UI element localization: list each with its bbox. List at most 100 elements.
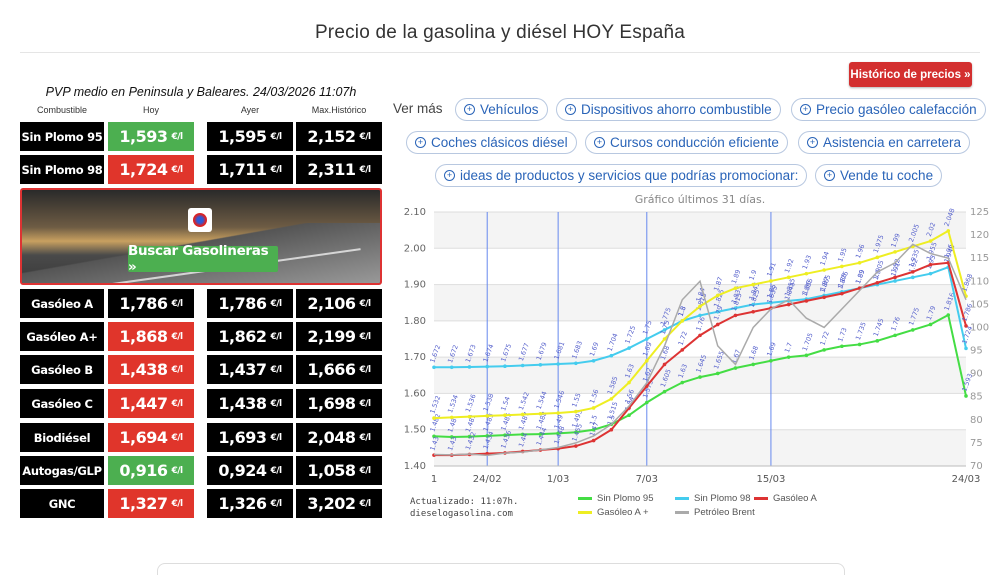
data-point — [769, 300, 773, 305]
ver-mas-link[interactable]: + Dispositivos ahorro combustible — [556, 98, 781, 121]
price-ayer-value: 1,711 — [218, 160, 267, 179]
price-ayer-value: 1,693 — [218, 428, 267, 447]
price-hoy: 1,786 €/l — [108, 289, 194, 318]
price-ayer-value: 0,924 — [218, 461, 267, 480]
data-point — [928, 322, 933, 327]
data-point — [964, 324, 968, 328]
data-point — [733, 366, 738, 370]
price-row: GNC 1,327 €/l 1,326 €/l 3,202 €/l — [20, 489, 382, 518]
price-hoy-value: 1,593 — [119, 127, 168, 146]
data-label: 1.54 — [499, 396, 511, 412]
data-point — [698, 313, 702, 318]
unit-label: €/l — [171, 498, 183, 509]
price-hoy: 1,868 €/l — [108, 322, 194, 351]
chart-title: Gráfico últimos 31 días. — [634, 193, 766, 206]
y2-tick-label: 85 — [970, 392, 983, 403]
price-hoy-value: 0,916 — [119, 461, 168, 480]
ver-mas-link[interactable]: + Coches clásicos diésel — [406, 131, 577, 154]
fuel-name-value: Biodiésel — [33, 430, 91, 445]
data-label: 1.704 — [606, 332, 620, 352]
fuel-name: Gasóleo C — [20, 389, 104, 418]
ver-mas-link[interactable]: + Vehículos — [455, 98, 548, 121]
data-point — [556, 362, 560, 366]
data-point — [751, 309, 755, 314]
legend-item[interactable]: Petróleo Brent — [675, 507, 755, 518]
data-point — [574, 444, 578, 448]
data-point — [538, 432, 543, 436]
data-label: 1.538 — [482, 392, 496, 412]
price-max: 1,666 €/l — [296, 355, 382, 384]
ver-mas-link[interactable]: + Asistencia en carretera — [798, 131, 971, 154]
data-label: 1.69 — [765, 341, 777, 357]
site-logo-icon — [188, 208, 212, 232]
y-tick-label: 1.60 — [404, 388, 426, 399]
unit-label: €/l — [359, 498, 371, 509]
unit-label: €/l — [359, 398, 371, 409]
buscar-gasolineras-button[interactable]: Buscar Gasolineras » — [128, 243, 278, 275]
legend-item[interactable]: Gasóleo A + — [578, 507, 649, 518]
data-point — [928, 271, 933, 276]
chart-updated-note: Actualizado: 11:07h. dieselogasolina.com — [410, 496, 518, 520]
price-max: 1,698 €/l — [296, 389, 382, 418]
data-point — [911, 275, 915, 280]
data-point — [627, 413, 631, 417]
data-point — [556, 431, 560, 436]
fuel-name-value: Autogas/GLP — [22, 463, 102, 478]
price-hoy-value: 1,724 — [119, 160, 168, 179]
plus-circle-icon: + — [807, 137, 818, 148]
price-ayer-value: 1,326 — [218, 494, 267, 513]
data-label: 1.5 — [606, 414, 617, 426]
data-point — [662, 328, 667, 332]
data-point — [432, 434, 436, 439]
data-point — [520, 412, 525, 417]
y2-tick-label: 115 — [970, 253, 989, 264]
price-hoy: 1,694 €/l — [108, 423, 194, 452]
legend-item[interactable]: Gasóleo A — [754, 493, 817, 504]
unit-label: €/l — [171, 432, 183, 443]
price-ayer-value: 1,595 — [218, 127, 267, 146]
price-row: Gasóleo C 1,447 €/l 1,438 €/l 1,698 €/l — [20, 389, 382, 418]
ver-mas-link[interactable]: + Precio gasóleo calefacción — [791, 98, 986, 121]
ver-mas-link[interactable]: + Cursos conducción eficiente — [585, 131, 788, 154]
price-hoy: 1,327 €/l — [108, 489, 194, 518]
data-point — [786, 275, 791, 280]
plus-circle-icon: + — [565, 104, 576, 115]
buscar-gasolineras-banner[interactable]: Buscar Gasolineras » — [20, 188, 382, 285]
unit-label: €/l — [171, 331, 183, 342]
historico-precios-button[interactable]: Histórico de precios » — [849, 62, 972, 87]
data-point — [467, 434, 472, 439]
unit-label: €/l — [270, 465, 282, 476]
price-max: 1,058 €/l — [296, 456, 382, 485]
legend-item[interactable]: Sin Plomo 95 — [578, 493, 654, 504]
title-divider — [20, 52, 980, 53]
ver-mas-link-label: Vehículos — [480, 102, 539, 117]
price-ayer: 1,595 €/l — [207, 122, 293, 151]
legend-item[interactable]: Sin Plomo 98 — [675, 493, 751, 504]
price-max: 2,152 €/l — [296, 122, 382, 151]
header-combustible: Combustible — [36, 105, 88, 115]
legend-label: Petróleo Brent — [694, 507, 755, 518]
price-ayer-value: 1,437 — [218, 360, 267, 379]
data-point — [769, 358, 773, 363]
y2-tick-label: 100 — [970, 322, 989, 333]
y2-tick-label: 70 — [970, 461, 983, 472]
data-point — [911, 270, 915, 274]
plus-circle-icon: + — [444, 170, 455, 181]
data-point — [449, 415, 454, 420]
price-ayer-value: 1,438 — [218, 394, 267, 413]
ver-mas-link[interactable]: + ideas de productos y servicios que podr… — [435, 164, 808, 187]
unit-label: €/l — [270, 398, 282, 409]
data-point — [574, 361, 578, 366]
data-point — [857, 261, 862, 265]
bottom-panel — [157, 563, 845, 575]
legend-swatch — [675, 497, 689, 500]
data-label: 1.8 — [677, 305, 688, 317]
y-tick-label: 2.10 — [404, 207, 426, 218]
data-point — [503, 364, 507, 369]
data-point — [662, 362, 667, 367]
ver-mas-link[interactable]: + Vende tu coche — [815, 164, 943, 187]
fuel-name-value: Gasóleo A — [31, 296, 93, 311]
data-point — [822, 295, 826, 300]
y2-tick-label: 80 — [970, 415, 983, 426]
data-point — [609, 353, 614, 358]
